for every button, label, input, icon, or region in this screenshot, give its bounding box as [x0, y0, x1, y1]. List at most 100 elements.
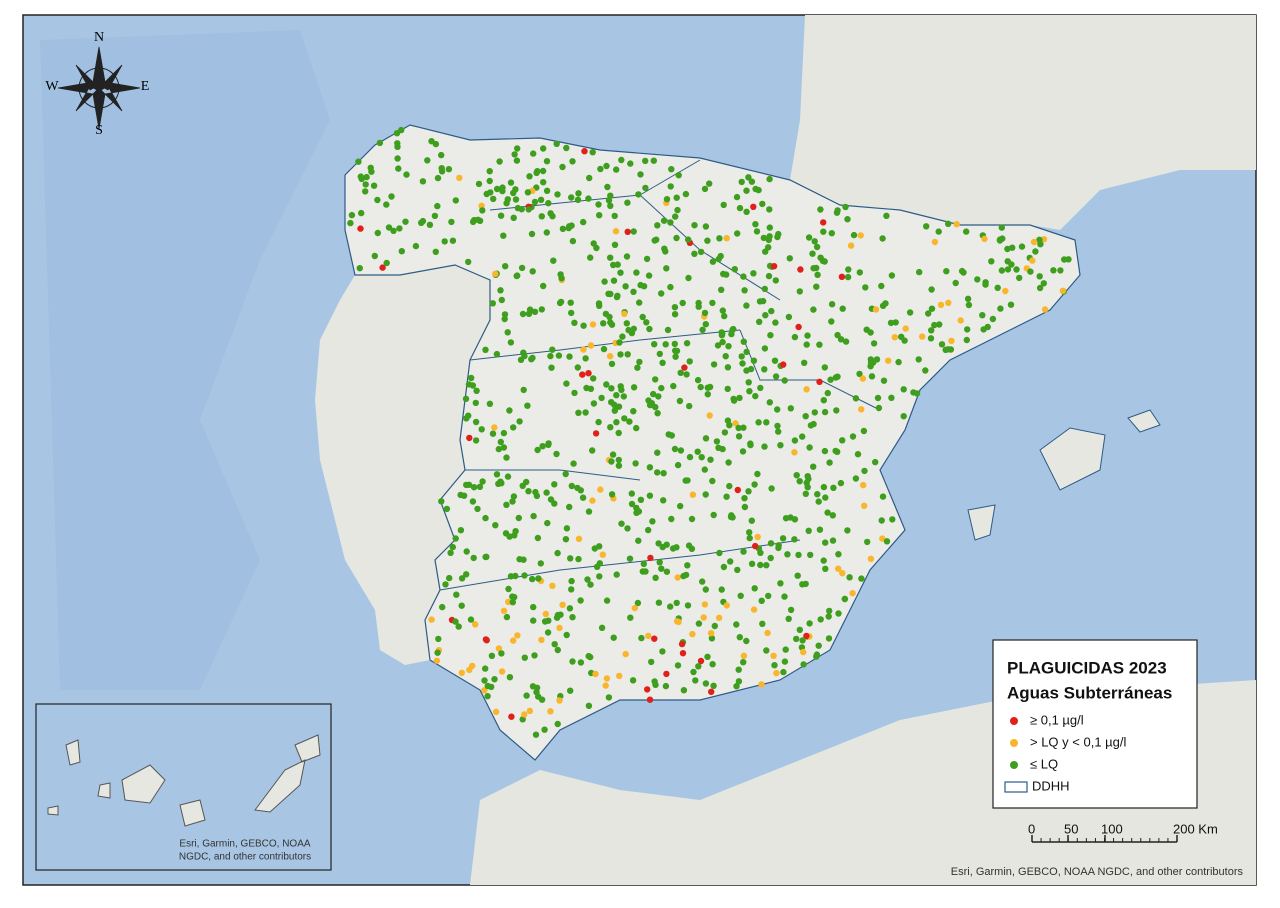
sampling-point	[569, 614, 576, 621]
sampling-point	[864, 538, 871, 546]
sampling-point	[495, 445, 502, 453]
sampling-point	[654, 410, 661, 417]
sampling-point	[945, 299, 952, 306]
sampling-point	[385, 224, 393, 231]
sampling-point	[618, 520, 625, 527]
sampling-point	[998, 267, 1006, 274]
sampling-point	[676, 397, 684, 405]
sampling-point	[483, 190, 490, 198]
sampling-point	[835, 610, 842, 617]
sampling-point	[701, 185, 709, 193]
sampling-point	[685, 236, 692, 243]
sampling-point	[598, 394, 605, 402]
sampling-point	[610, 634, 617, 641]
sampling-point	[649, 518, 656, 525]
sampling-point	[662, 682, 670, 690]
sampling-point	[674, 206, 681, 214]
sampling-point	[738, 353, 745, 360]
sampling-point	[668, 515, 675, 523]
sampling-point	[651, 237, 658, 244]
sampling-point	[796, 288, 803, 295]
sampling-point	[768, 485, 775, 492]
sampling-point	[821, 408, 829, 416]
sampling-point	[852, 395, 860, 402]
sampling-point	[455, 623, 462, 630]
sampling-point	[469, 498, 477, 505]
sampling-point	[651, 678, 658, 685]
sampling-point	[476, 483, 484, 490]
sampling-point	[913, 390, 921, 397]
sampling-point	[568, 222, 575, 229]
sampling-point	[724, 364, 732, 371]
sampling-point	[937, 301, 945, 309]
sampling-point	[543, 229, 550, 236]
sampling-point	[662, 341, 669, 348]
sampling-point	[370, 182, 378, 189]
balearic-islands	[967, 409, 1161, 541]
sampling-point	[458, 575, 466, 582]
sampling-point	[533, 169, 540, 177]
sampling-point	[852, 475, 860, 482]
sampling-point	[942, 346, 949, 353]
sampling-point	[752, 185, 759, 193]
inset-attribution: NGDC, and other contributors	[179, 852, 311, 863]
sampling-point	[363, 173, 370, 181]
sampling-point	[682, 571, 690, 579]
sampling-point	[793, 472, 800, 479]
sampling-point	[663, 196, 671, 203]
sampling-point	[750, 357, 758, 364]
sampling-point	[690, 668, 697, 676]
sampling-point	[746, 534, 753, 542]
sampling-point	[492, 708, 500, 715]
sampling-point	[753, 228, 761, 235]
sampling-point	[806, 620, 813, 627]
sampling-point	[879, 302, 887, 309]
legend-label: DDHH	[1032, 778, 1070, 793]
sampling-point	[725, 459, 732, 466]
sampling-point	[804, 473, 811, 480]
sampling-point	[794, 572, 801, 579]
sampling-point	[826, 607, 833, 615]
sampling-point	[654, 469, 661, 476]
sampling-point	[837, 479, 845, 487]
sampling-point	[358, 209, 365, 217]
sampling-point	[357, 173, 364, 180]
sampling-point	[692, 677, 699, 684]
sampling-point	[587, 254, 594, 261]
sampling-point	[821, 364, 828, 371]
sampling-point	[624, 199, 631, 206]
sampling-point	[520, 556, 527, 563]
sampling-point	[580, 346, 587, 353]
sampling-point	[434, 649, 441, 656]
sampling-point	[597, 165, 604, 173]
sampling-point	[520, 386, 527, 394]
sampling-point	[621, 415, 628, 422]
sampling-point	[707, 456, 714, 463]
scale-label: 100	[1101, 821, 1123, 836]
sampling-point	[435, 635, 442, 643]
compass-n: N	[94, 30, 104, 45]
sampling-point	[554, 549, 561, 557]
scale-bar: 0 50 100 200 Km	[1028, 821, 1218, 843]
sampling-point	[476, 217, 484, 224]
sampling-point	[534, 534, 542, 542]
sampling-point	[781, 377, 788, 384]
sampling-point	[453, 591, 460, 598]
sampling-point	[520, 349, 527, 356]
sampling-point	[635, 537, 642, 544]
sampling-point	[383, 259, 390, 267]
sampling-point	[626, 555, 634, 562]
sampling-point	[656, 559, 663, 566]
sampling-point	[680, 687, 688, 694]
sampling-point	[1008, 261, 1015, 268]
sampling-point	[482, 346, 489, 353]
sampling-point	[868, 373, 876, 380]
sampling-point	[540, 282, 547, 290]
sampling-point	[544, 629, 552, 636]
sampling-point	[830, 484, 837, 491]
sampling-point	[519, 310, 527, 318]
sampling-point	[478, 426, 485, 433]
sampling-point	[376, 139, 384, 147]
sampling-point	[922, 367, 929, 374]
sampling-point	[526, 707, 534, 715]
